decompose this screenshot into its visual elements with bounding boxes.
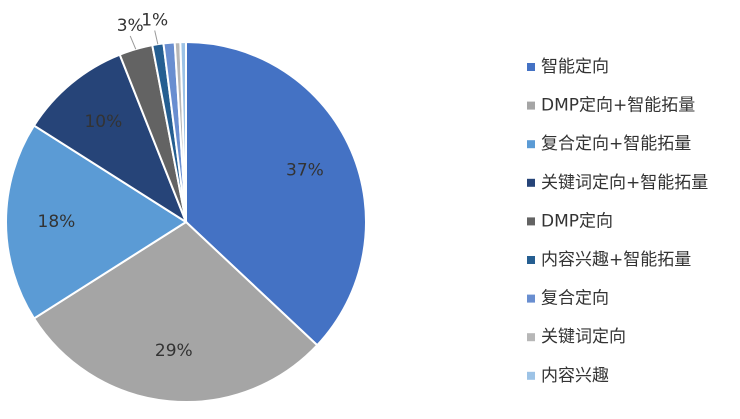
pie-slice [5,124,188,320]
data-label: 37% [286,161,324,181]
legend-label: 关键词定向 [541,327,626,347]
legend-swatch [527,294,535,303]
pie-slice [185,40,367,347]
legend-swatch [527,178,535,187]
data-label: 18% [38,212,76,232]
legend-label: 内容兴趣+智能拓量 [541,250,691,270]
pie-slice [179,40,187,223]
leader-line [129,35,137,50]
legend-swatch [527,333,535,342]
data-label: 10% [84,112,122,132]
legend-swatch [527,217,535,226]
data-label: 3% [117,16,144,36]
legend-label: 内容兴趣 [541,366,609,386]
legend-label: 复合定向+智能拓量 [541,134,691,154]
legend-label: 智能定向 [541,57,609,77]
legend-swatch [527,140,535,149]
pie-slice [32,220,319,403]
leader-line [154,30,159,45]
legend-swatch [527,63,535,71]
legend-swatch [527,101,535,110]
legend-label: 关键词定向+智能拓量 [541,173,708,193]
data-label: 29% [155,341,193,361]
legend-swatch [527,256,535,264]
legend-swatch [527,371,535,380]
legend-label: DMP定向+智能拓量 [541,96,695,116]
legend-label: DMP定向 [541,211,613,231]
pie-slice [32,53,189,225]
data-label: 1% [141,10,168,30]
legend-label: 复合定向 [541,289,609,309]
